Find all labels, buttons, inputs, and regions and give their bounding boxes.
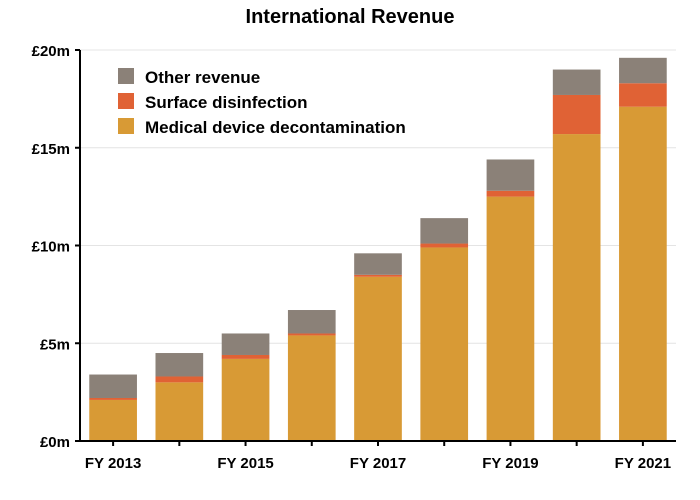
bar-medical-device-decontamination-fy-2015[interactable] [221,358,270,441]
y-tick-label: £10m [32,239,70,256]
bar-medical-device-decontamination-fy-2019[interactable] [486,196,535,441]
bar-medical-device-decontamination-fy-2016[interactable] [287,335,336,441]
x-tick-label: FY 2013 [85,455,141,472]
bar-medical-device-decontamination-fy-2017[interactable] [354,276,402,441]
x-tick-label: FY 2021 [615,455,671,472]
legend-swatch-other-revenue [118,68,134,84]
legend-swatch-medical-device-decontamination [118,118,134,134]
bar-surface-disinfection-fy-2018[interactable] [420,243,469,248]
bar-medical-device-decontamination-fy-2013[interactable] [89,399,137,441]
bar-surface-disinfection-fy-2020[interactable] [552,94,601,135]
bar-surface-disinfection-fy-2016[interactable] [287,333,336,336]
bar-surface-disinfection-fy-2019[interactable] [486,190,535,197]
bar-other-revenue-fy-2015[interactable] [221,333,270,355]
x-tick-label: FY 2017 [350,455,406,472]
chart-title: International Revenue [245,6,455,28]
y-tick-label: £20m [32,43,70,60]
bar-surface-disinfection-fy-2015[interactable] [221,354,270,359]
bar-other-revenue-fy-2017[interactable] [354,253,402,275]
bar-medical-device-decontamination-fy-2020[interactable] [552,134,601,441]
bar-medical-device-decontamination-fy-2018[interactable] [420,247,469,441]
legend-label-other-revenue: Other revenue [145,68,260,87]
bar-surface-disinfection-fy-2013[interactable] [89,397,137,400]
x-tick-label: FY 2015 [217,455,273,472]
bar-other-revenue-fy-2020[interactable] [552,69,601,95]
bar-other-revenue-fy-2014[interactable] [155,353,204,377]
bar-surface-disinfection-fy-2017[interactable] [354,274,402,277]
legend-label-medical-device-decontamination: Medical device decontamination [145,118,406,137]
bar-medical-device-decontamination-fy-2014[interactable] [155,382,204,441]
bar-other-revenue-fy-2016[interactable] [287,310,336,334]
legend-label-surface-disinfection: Surface disinfection [145,93,307,112]
bar-other-revenue-fy-2018[interactable] [420,218,469,244]
y-tick-label: £15m [32,141,70,158]
y-tick-label: £5m [40,336,70,353]
x-tick-label: FY 2019 [482,455,538,472]
bar-other-revenue-fy-2019[interactable] [486,159,535,191]
bar-medical-device-decontamination-fy-2021[interactable] [619,106,667,441]
bar-other-revenue-fy-2013[interactable] [89,374,137,398]
bar-surface-disinfection-fy-2014[interactable] [155,376,204,383]
legend-swatch-surface-disinfection [118,93,134,109]
bar-other-revenue-fy-2021[interactable] [619,57,667,84]
y-tick-label: £0m [40,434,70,451]
bar-surface-disinfection-fy-2021[interactable] [619,83,667,107]
